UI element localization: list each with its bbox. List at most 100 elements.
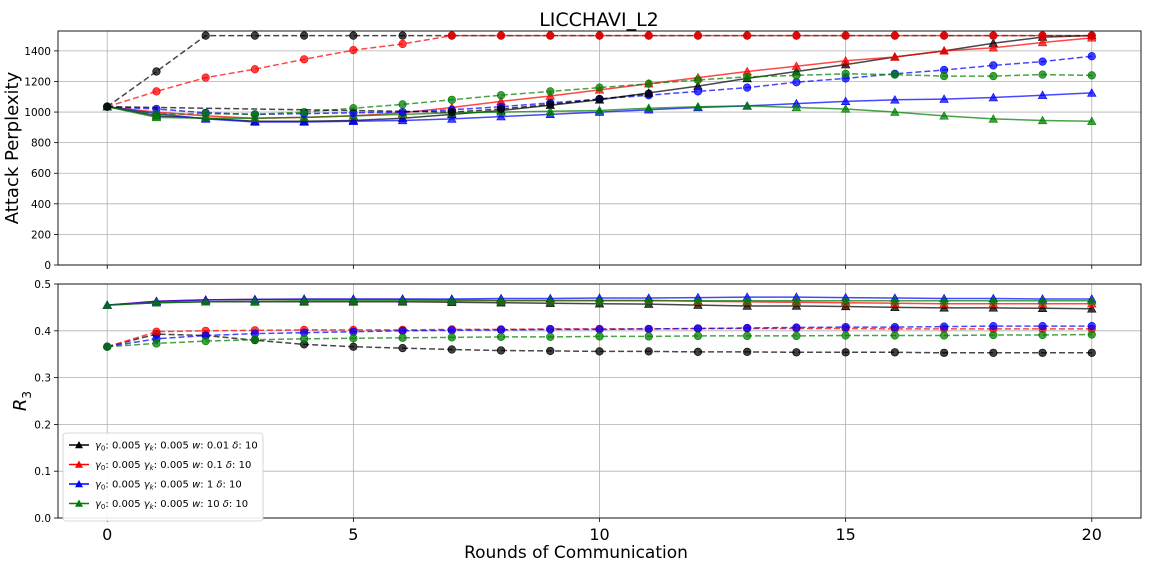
top-series-7-point xyxy=(644,79,653,88)
legend-entry-1: γ0: 0.005 γk: 0.005 w: 0.1 δ: 10 xyxy=(95,460,251,472)
bottom-series-5-line xyxy=(106,327,1092,348)
top-series-5-point xyxy=(743,31,752,40)
bottom-series-6-point xyxy=(841,322,850,332)
bottom-series-7-point xyxy=(447,333,456,342)
bottom-y-axis-label: R3 xyxy=(10,391,34,411)
bottom-series-7-point xyxy=(743,331,752,341)
top-series-5-point xyxy=(841,31,850,40)
top-series-3-point xyxy=(644,103,654,112)
bottom-series-4-point xyxy=(989,348,998,357)
bottom-series-7-point xyxy=(496,332,506,341)
top-plot-frame xyxy=(57,30,1142,266)
top-series-7-point xyxy=(989,72,998,81)
top-series-2-point xyxy=(1037,90,1048,99)
bottom-series-7-point xyxy=(939,331,949,340)
bottom-series-4-point xyxy=(939,348,949,357)
top-y-axis-label: Attack Perplexity xyxy=(2,71,23,224)
bottom-series-4-point xyxy=(595,347,604,356)
bottom-series-3-point xyxy=(545,296,555,305)
bottom-series-7-point xyxy=(398,333,407,342)
top-y-tick-label: 600 xyxy=(31,168,51,180)
bottom-series-0-point xyxy=(939,303,949,312)
top-series-7-point xyxy=(841,69,850,78)
bottom-series-6-point xyxy=(989,322,998,331)
top-plot-panel: 0 200 400 600 800 1000 1200 1400 xyxy=(24,30,1142,272)
bottom-series-7-point xyxy=(1038,330,1047,340)
bottom-series-4-point xyxy=(546,346,555,356)
top-series-3-point xyxy=(890,107,900,116)
bottom-y-tick-label: 0.4 xyxy=(34,326,51,338)
top-series-8-point xyxy=(595,94,604,104)
x-tick-label: 5 xyxy=(348,525,358,544)
legend-marker xyxy=(75,460,83,468)
bottom-series-3-point xyxy=(447,296,457,305)
top-series-4-point xyxy=(398,31,407,40)
bottom-series-3-point xyxy=(644,296,654,305)
bottom-series-7-line xyxy=(107,333,1092,348)
bottom-series-4-point xyxy=(1038,348,1047,357)
bottom-series-6-point xyxy=(792,323,801,332)
top-y-tick-label: 1200 xyxy=(24,76,51,88)
bottom-y-tick-label: 0.1 xyxy=(34,466,51,478)
legend-entry-0: γ0: 0.005 γk: 0.005 w: 0.01 δ: 10 xyxy=(95,441,258,453)
x-tick-label: 10 xyxy=(589,525,609,544)
bottom-series-4-point xyxy=(398,344,407,353)
bottom-series-6-line xyxy=(107,325,1092,348)
top-series-5-point xyxy=(644,31,653,40)
top-series-5-point xyxy=(1087,31,1096,40)
top-series-2-point xyxy=(939,94,949,103)
bottom-series-4-point xyxy=(644,347,653,356)
top-series-7-point xyxy=(595,83,604,92)
bottom-series-0-point xyxy=(1087,303,1097,313)
top-series-8-point xyxy=(546,100,555,109)
bottom-series-4-point xyxy=(890,348,899,357)
top-series-5-point xyxy=(595,31,604,40)
top-series-1-point xyxy=(890,52,900,61)
top-series-6-point xyxy=(693,87,703,96)
bottom-series-3-point xyxy=(250,296,260,305)
bottom-series-3-point xyxy=(840,296,851,305)
top-series-7-point xyxy=(152,110,161,119)
top-y-tick-label: 1000 xyxy=(24,107,51,119)
bottom-series-3-point xyxy=(791,296,802,305)
top-series-5-point xyxy=(349,46,358,55)
bottom-series-7-point xyxy=(103,342,112,351)
top-series-2-point xyxy=(447,114,457,123)
top-series-7-point xyxy=(201,109,210,118)
bottom-series-3-point xyxy=(890,296,900,305)
top-y-tick-label: 200 xyxy=(31,229,51,241)
bottom-y-tick-label: 0.0 xyxy=(34,513,51,525)
bottom-series-7-point xyxy=(250,335,260,344)
top-series-5-point xyxy=(890,31,899,40)
top-series-7-point xyxy=(743,72,752,81)
bottom-series-4-point xyxy=(496,346,506,355)
bottom-series-4-point xyxy=(693,347,703,356)
top-series-7-point xyxy=(792,71,801,80)
legend-entry-3: γ0: 0.005 γk: 0.005 w: 10 δ: 10 xyxy=(95,499,248,511)
top-series-6-point xyxy=(1087,52,1096,61)
bottom-plot-frame xyxy=(57,283,1142,519)
bottom-series-7-point xyxy=(349,334,358,343)
top-series-3-point xyxy=(939,111,949,120)
top-series-2-point xyxy=(299,117,309,126)
bottom-series-3-point xyxy=(348,296,359,305)
bottom-series-6-point xyxy=(496,325,506,334)
top-series-8-point xyxy=(103,102,112,111)
bottom-series-7-point xyxy=(300,334,309,343)
bottom-series-4-point xyxy=(1087,348,1096,357)
top-series-5-point xyxy=(792,31,801,40)
legend-marker xyxy=(75,441,83,449)
top-series-8-point xyxy=(496,104,506,114)
bottom-series-6-point xyxy=(693,324,703,333)
bottom-series-6-point xyxy=(1038,322,1047,331)
top-series-1-point xyxy=(988,43,999,52)
top-y-tick-label: 800 xyxy=(31,138,51,150)
bottom-series-4-point xyxy=(841,348,850,357)
top-series-7-point xyxy=(447,95,456,104)
bottom-y-tick-label: 0.3 xyxy=(34,373,51,385)
top-series-6-point xyxy=(1038,57,1047,66)
bottom-y-tick-label: 0.2 xyxy=(34,419,51,431)
top-series-4-point xyxy=(250,31,260,40)
bottom-series-3-point xyxy=(200,296,211,306)
